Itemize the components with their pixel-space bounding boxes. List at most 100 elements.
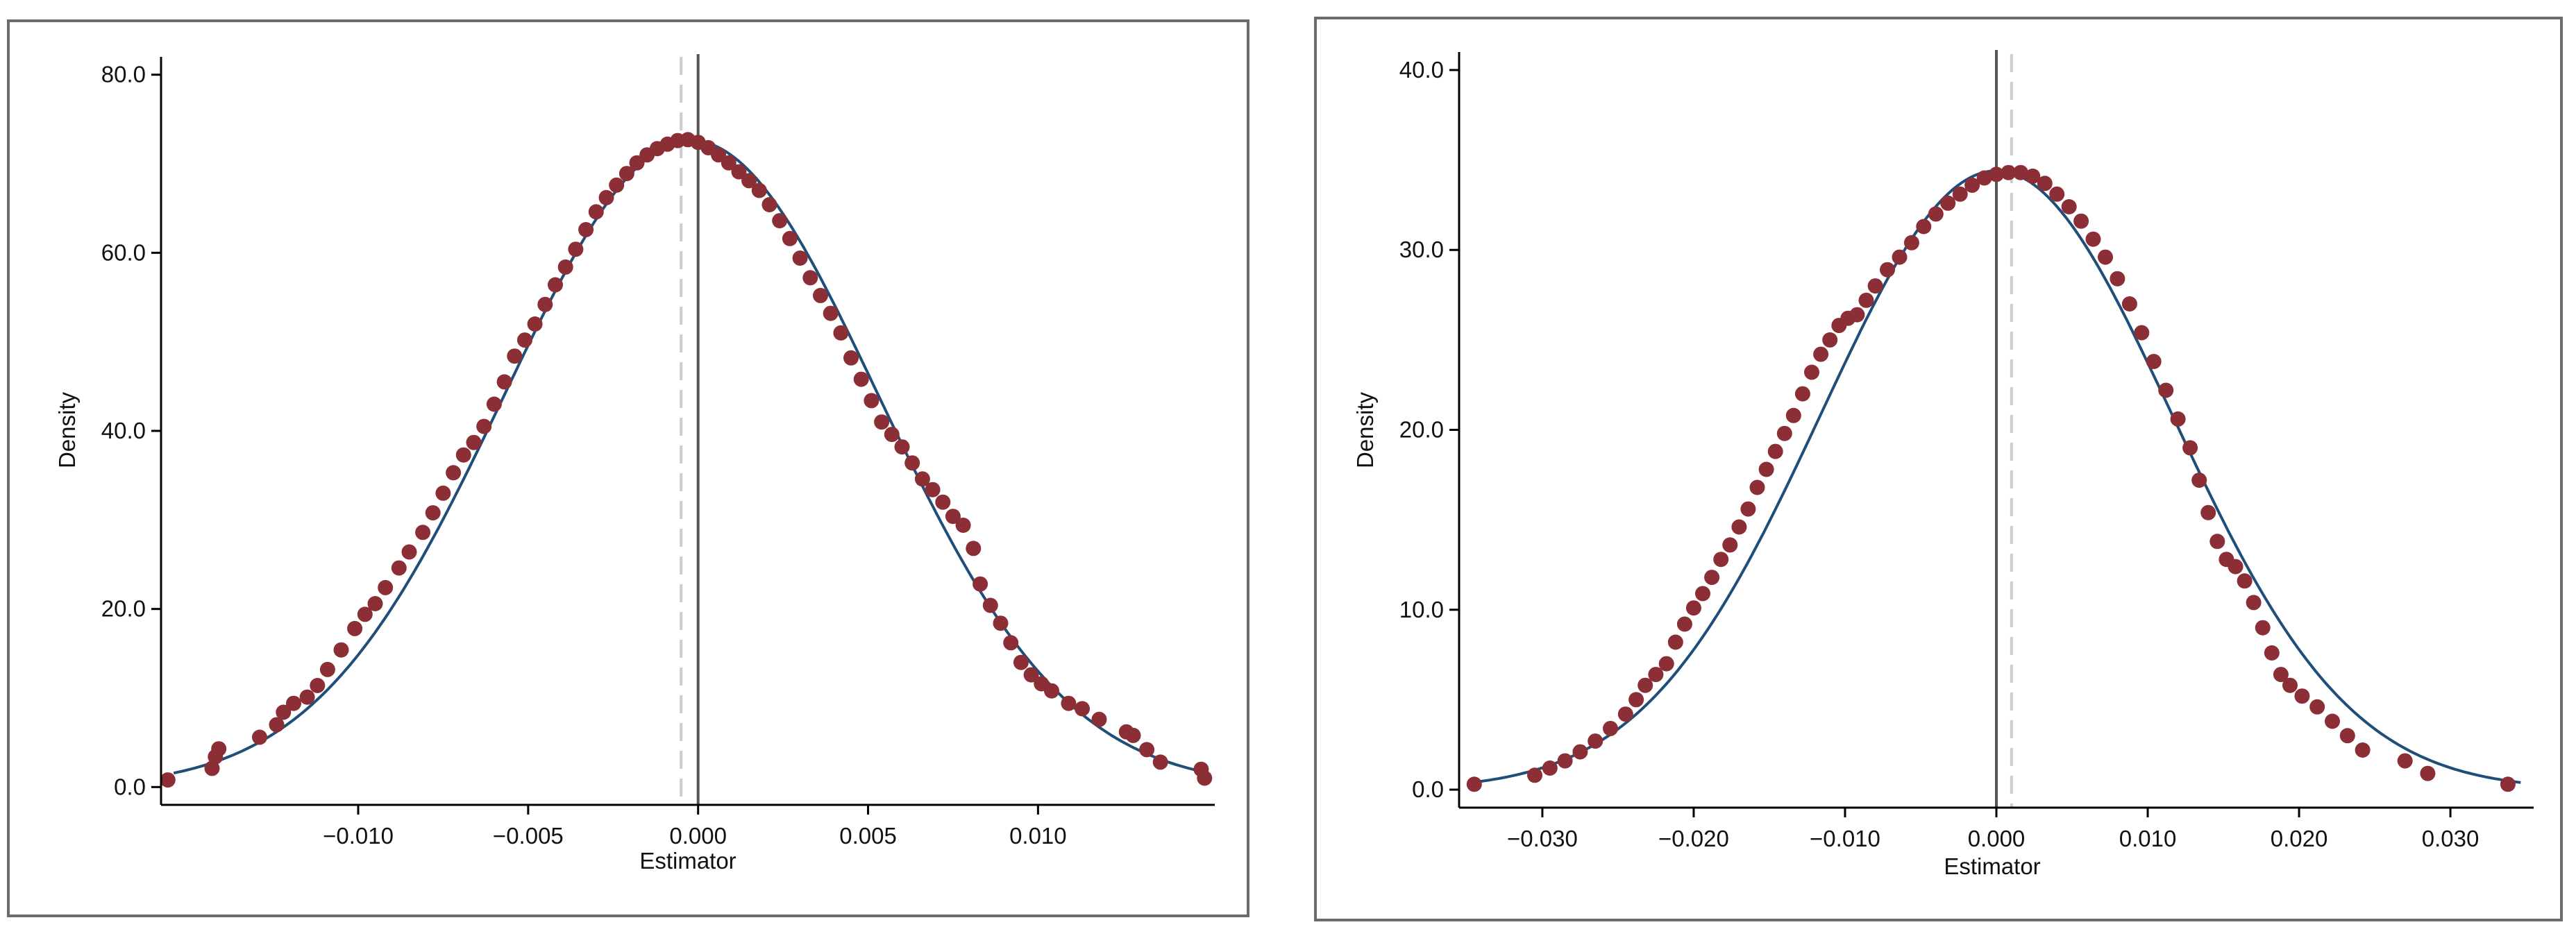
data-point [993,615,1009,631]
data-point [1822,332,1838,348]
data-point [1044,683,1059,699]
data-point [310,678,326,693]
data-point [455,447,471,463]
data-point [823,305,839,321]
data-point [476,418,492,434]
right-chart-frame [1314,17,2563,921]
data-point [1125,727,1141,743]
data-point [1867,278,1883,294]
data-point [1858,292,1874,308]
data-point [1940,195,1956,211]
x-tick-label: −0.010 [323,823,394,849]
data-point [466,434,482,450]
x-tick-label: −0.030 [1507,826,1578,851]
data-point [955,518,971,533]
data-point [1603,720,1618,736]
data-point [1197,770,1213,786]
x-tick-label: 0.030 [2422,826,2480,851]
data-point [772,213,788,229]
data-point [864,393,879,409]
data-point [435,485,451,501]
data-point [391,560,407,576]
data-point [853,371,869,387]
data-point [1466,776,1482,792]
data-point [1952,186,1968,202]
data-point [1704,570,1720,586]
data-point [1776,425,1792,441]
x-tick-label: −0.020 [1658,826,1729,851]
data-point [1557,753,1573,769]
data-point [568,241,584,257]
data-point [588,204,604,220]
data-point [945,509,961,525]
data-point [1813,346,1829,362]
right-chart-panel: 0.0 10.0 20.0 30.0 40.0 −0.030 −0.020 −0.010 0.… [1314,17,2563,921]
data-point [925,482,941,497]
data-point [401,544,417,560]
right-y-axis-title: Density [1352,391,1378,468]
data-point [2134,325,2150,341]
left-chart-panel: 0.0 20.0 40.0 60.0 80.0 −0.010 −0.005 0.000 0.0… [7,19,1249,917]
left-y-ticks: 0.0 20.0 40.0 60.0 80.0 [101,62,161,799]
data-point [721,155,736,171]
data-point [486,396,502,412]
data-point [1758,461,1774,477]
data-point [299,689,315,705]
data-point [276,704,292,720]
data-point [874,414,890,430]
data-point [160,772,176,788]
data-point [782,230,798,246]
data-point [802,270,818,286]
x-tick-label: 0.000 [1968,826,2026,851]
data-point [1676,616,1692,632]
data-point [1794,386,1810,402]
right-x-ticks: −0.030 −0.020 −0.010 0.000 0.010 0.020 0.030 [1507,808,2479,851]
data-point [425,505,441,521]
data-point [1964,177,1980,193]
data-point [1648,667,1664,683]
data-point [1880,262,1895,278]
data-point [2085,231,2101,247]
data-point [1588,733,1603,749]
data-point [357,606,373,622]
data-point [1527,767,1542,783]
data-point [1849,307,1865,323]
data-point [2339,728,2355,744]
data-point [2073,213,2089,229]
data-point [2170,411,2186,427]
data-point [2255,620,2271,636]
data-point [2001,164,2017,180]
y-tick-label: 20.0 [1399,417,1444,443]
data-point [527,316,543,332]
data-point [1785,407,1801,423]
data-point [2098,249,2113,265]
data-point [252,729,267,745]
data-point [935,494,951,510]
data-point [2294,688,2310,704]
data-point [496,374,512,390]
data-point [2282,677,2298,693]
y-tick-label: 60.0 [101,239,146,265]
right-plot-area: 0.0 10.0 20.0 30.0 40.0 −0.030 −0.020 −0.010 0.… [1352,50,2534,879]
data-point [792,250,808,266]
x-tick-label: −0.005 [493,823,564,849]
data-point [1139,742,1155,758]
data-point [269,717,285,733]
data-point [211,741,227,757]
data-point [557,259,573,275]
data-point [843,350,859,366]
data-point [1892,249,1908,265]
data-point [2049,186,2065,202]
data-point [1731,519,1747,535]
data-point [446,465,462,481]
data-point [2025,168,2041,184]
data-point [1695,586,1710,602]
data-point [286,695,301,711]
data-point [914,471,930,487]
right-y-ticks: 0.0 10.0 20.0 30.0 40.0 [1399,57,1459,802]
data-point [1740,501,1756,517]
data-point [2200,504,2216,520]
data-point [2146,354,2162,369]
data-point [904,455,920,471]
data-point [751,182,767,198]
